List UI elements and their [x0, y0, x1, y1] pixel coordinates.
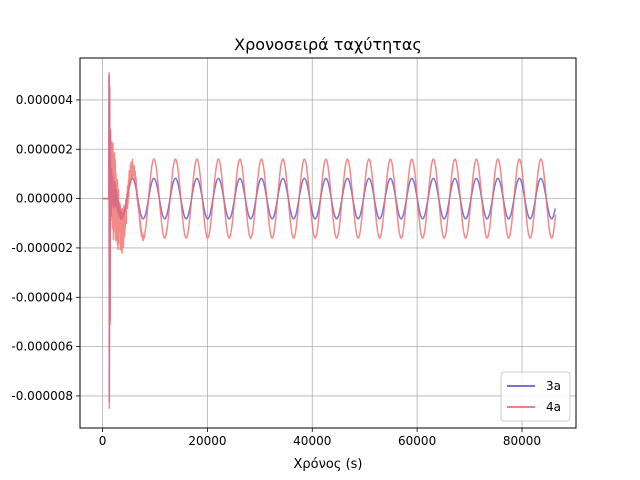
y-tick-label: -0.000008: [11, 389, 73, 403]
y-tick-label: 0.000000: [16, 192, 73, 206]
y-tick-label: -0.000006: [11, 340, 73, 354]
x-axis-ticks: 0 20000 40000 60000 80000: [99, 428, 541, 448]
x-tick-label: 80000: [503, 434, 541, 448]
legend-label-3a: 3a: [546, 379, 561, 393]
chart-title: Χρονοσειρά ταχύτητας: [234, 35, 422, 54]
series-lines: [102, 72, 557, 410]
grid: [80, 58, 576, 428]
y-tick-label: 0.000002: [16, 142, 73, 156]
x-tick-label: 60000: [398, 434, 436, 448]
y-axis-ticks: 0.000004 0.000002 0.000000 -0.000002 -0.0000…: [11, 93, 80, 403]
y-tick-label: -0.000004: [11, 290, 73, 304]
y-tick-label: 0.000004: [16, 93, 73, 107]
legend: 3a 4a: [500, 371, 571, 422]
x-tick-label: 40000: [293, 434, 331, 448]
x-axis-label: Χρόνος (s): [293, 457, 362, 472]
plot-frame: [79, 57, 577, 429]
series-line-4a: [102, 72, 557, 410]
x-tick-label: 0: [99, 434, 107, 448]
legend-label-4a: 4a: [546, 400, 561, 414]
y-tick-label: -0.000002: [11, 241, 73, 255]
x-tick-label: 20000: [188, 434, 226, 448]
legend-box: [500, 371, 571, 422]
